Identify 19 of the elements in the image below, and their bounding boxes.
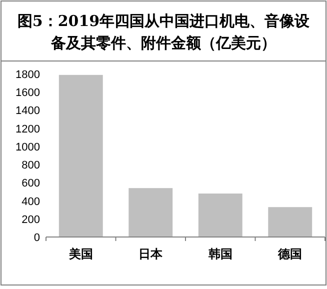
y-tick-label: 1200 [16,123,40,136]
x-tick-label: 德国 [277,247,302,261]
y-tick-label: 0 [34,232,40,244]
bar [58,74,103,237]
y-tick-label: 1000 [16,141,40,154]
y-tick-label: 200 [22,214,40,226]
x-tick-label: 韩国 [207,247,232,261]
x-tick-label: 日本 [138,247,164,261]
y-tick-label: 400 [22,196,40,208]
y-tick-label: 800 [22,160,40,172]
bar [198,194,242,237]
x-tick-label: 美国 [68,247,93,261]
y-tick-label: 1400 [16,105,40,118]
y-tick-label: 1600 [16,87,40,100]
y-tick-label: 1800 [16,69,40,81]
y-tick-label: 600 [22,178,40,190]
bar [268,207,312,237]
bar [128,188,173,237]
chart-title: 图5：2019年四国从中国进口机电、音像设备及其零件、附件金额（亿美元） [17,12,311,52]
